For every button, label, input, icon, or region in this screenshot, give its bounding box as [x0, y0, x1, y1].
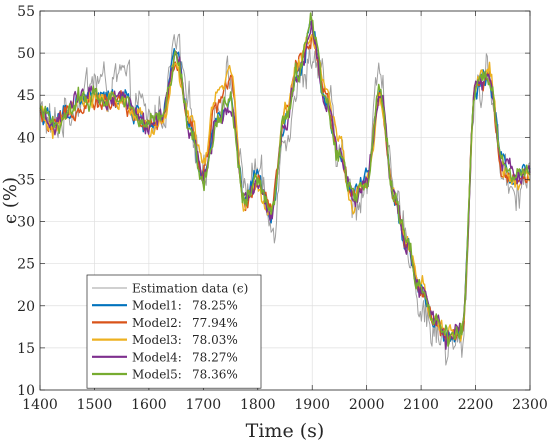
x-tick-label: 2100: [403, 397, 439, 413]
y-tick-label: 45: [17, 88, 35, 104]
y-tick-label: 35: [17, 172, 35, 188]
x-tick-label: 2300: [512, 397, 548, 413]
y-tick-label: 50: [17, 46, 35, 62]
x-axis-label: Time (s): [246, 420, 325, 442]
x-tick-label: 1700: [186, 397, 222, 413]
legend-percent: 78.27%: [192, 350, 238, 364]
legend: Estimation data (ϵ) Model1: 78.25% Model2: 7…: [86, 274, 262, 389]
y-tick-label: 55: [17, 4, 35, 20]
legend-label: Model4:: [132, 350, 182, 364]
legend-percent: 78.25%: [192, 299, 238, 313]
x-tick-label: 1600: [131, 397, 167, 413]
y-tick-label: 20: [17, 299, 35, 315]
legend-percent: 77.94%: [192, 316, 238, 330]
series-line-estimation-data: [39, 33, 531, 366]
legend-label: Model2:: [132, 316, 182, 330]
legend-label: Model1:: [132, 299, 182, 313]
legend-label: Model3:: [132, 333, 182, 347]
legend-percent: 78.03%: [192, 333, 238, 347]
legend-label: Model5:: [132, 368, 182, 382]
series-line-model5: [39, 12, 531, 347]
y-tick-label: 25: [17, 257, 35, 273]
axis-ticks: 1400 1500 1600 1700 1800 1900 2000 2100 2200 2300…: [17, 4, 548, 413]
plot-frame: [39, 10, 531, 391]
x-tick-label: 1800: [240, 397, 276, 413]
x-tick-label: 2000: [349, 397, 385, 413]
x-tick-label: 1900: [294, 397, 330, 413]
x-tick-label: 2200: [458, 397, 494, 413]
y-tick-label: 40: [17, 130, 35, 146]
y-tick-label: 10: [17, 383, 35, 399]
x-tick-label: 1400: [22, 397, 58, 413]
y-axis-label: ϵ (%): [0, 177, 21, 224]
legend-box: [86, 274, 262, 389]
y-tick-label: 15: [17, 341, 35, 357]
legend-label: Estimation data (ϵ): [132, 282, 248, 296]
x-tick-label: 1500: [77, 397, 113, 413]
legend-percent: 78.36%: [192, 368, 238, 382]
y-tick-label: 30: [17, 215, 35, 231]
series-lines: [39, 12, 531, 366]
